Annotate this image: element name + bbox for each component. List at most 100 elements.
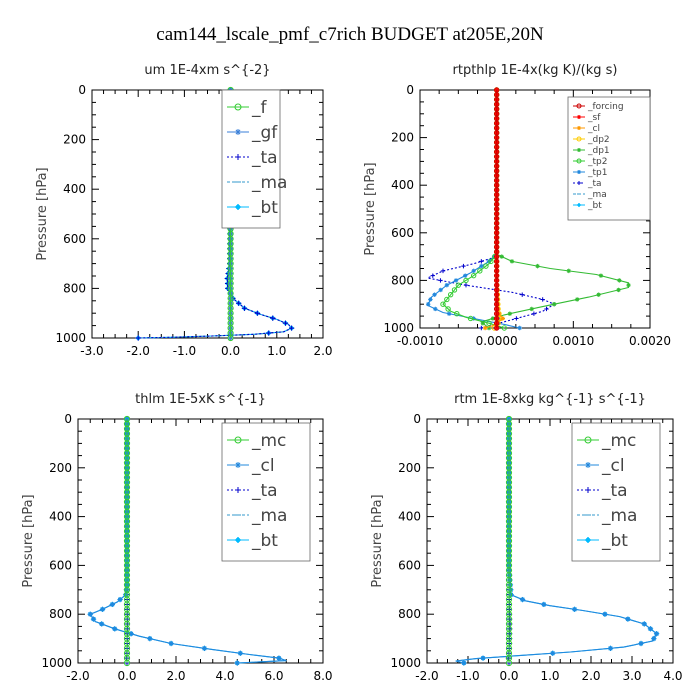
series-point	[483, 263, 489, 269]
series-point	[598, 273, 604, 278]
series-point	[544, 306, 549, 312]
series-point	[254, 310, 260, 316]
series-point	[123, 659, 131, 667]
series-point	[482, 325, 488, 331]
legend-label: _mc	[251, 431, 286, 451]
y-tick-label: 0	[413, 412, 421, 426]
x-tick-label: -2.0	[126, 344, 149, 358]
series-point	[471, 268, 476, 274]
y-tick-label: 600	[49, 558, 72, 572]
x-tick-label: 1.0	[267, 344, 286, 358]
series-point	[463, 277, 469, 284]
legend-label: _cl	[601, 456, 625, 476]
series-point	[507, 577, 513, 583]
series-point	[607, 645, 614, 651]
series-point	[514, 316, 519, 321]
series-point	[112, 626, 118, 632]
series-point	[438, 278, 443, 283]
x-tick-label: -1.0	[173, 344, 196, 358]
series-point	[477, 268, 483, 274]
legend-label: _forcing	[587, 102, 624, 112]
y-axis-label: Pressure [hPa]	[21, 494, 36, 587]
legend-box	[221, 89, 281, 229]
series-point	[440, 268, 446, 274]
legend-label: _dp1	[587, 146, 610, 156]
series-point	[87, 611, 93, 617]
y-tick-label: 400	[63, 182, 86, 196]
legend-marker	[585, 487, 591, 493]
series-point	[501, 325, 508, 331]
series-point	[463, 282, 469, 288]
y-axis-label: Pressure [hPa]	[370, 494, 385, 587]
series-point	[500, 316, 505, 321]
chart-title: rtm 1E-8xkg kg^{-1} s^{-1}	[454, 392, 646, 407]
series-point	[479, 325, 484, 331]
series-point	[288, 325, 295, 331]
legend-label: _dp2	[587, 135, 610, 145]
series-point	[616, 287, 621, 293]
legend-marker	[577, 126, 581, 130]
series-point	[540, 297, 545, 302]
legend-marker	[234, 436, 242, 444]
series-point	[651, 636, 657, 642]
series-point	[444, 282, 450, 288]
series-point	[520, 292, 525, 297]
chart-rtpthlp: rtpthlp 1E-4x(kg K)/(kg s) -0.0010 0.0000 0…	[363, 63, 671, 348]
series-point	[551, 302, 557, 307]
x-tick-label: 4.0	[215, 669, 234, 683]
series-point	[227, 334, 234, 342]
x-tick-label: 2.0	[166, 669, 185, 683]
series-mc	[123, 415, 131, 667]
chart-thlm: thlm 1E-5xK s^{-1} -2.0 0.0 2.0 4.0 6.0 8.0 0 20…	[21, 392, 333, 683]
series-point	[123, 587, 129, 593]
chart-title: rtpthlp 1E-4x(kg K)/(kg s)	[453, 63, 618, 78]
series-point	[508, 592, 514, 598]
series-point	[507, 582, 513, 588]
series-point	[236, 300, 242, 306]
series-point	[451, 287, 458, 293]
x-tick-label: 3.0	[622, 669, 641, 683]
legend-label: _tp2	[587, 157, 607, 167]
series-point	[440, 301, 446, 307]
series-point	[276, 655, 282, 661]
figure-title: cam144_lscale_pmf_c7rich BUDGET at205E,2…	[156, 24, 544, 45]
series-point	[641, 621, 647, 627]
series-point	[234, 660, 240, 666]
x-tick-label: -2.0	[415, 669, 438, 683]
y-tick-label: 1000	[41, 656, 72, 670]
x-tick-label: 2.0	[581, 669, 600, 683]
series-point	[433, 306, 438, 312]
legend-marker	[576, 158, 582, 164]
legend-label: _sf	[587, 113, 601, 123]
series-point	[535, 263, 540, 269]
series-point	[453, 278, 459, 283]
series-forcing	[493, 87, 500, 331]
series-point	[654, 631, 660, 637]
series-point	[625, 616, 631, 622]
series-line	[442, 90, 505, 329]
legend-label: _ta	[601, 481, 628, 501]
series-ta	[425, 87, 557, 331]
y-axis-label: Pressure [hPa]	[363, 162, 378, 255]
series-point	[507, 311, 513, 316]
series-line	[425, 90, 556, 329]
y-tick-label: 400	[398, 510, 421, 524]
legend-label: _bt	[251, 531, 278, 551]
series-point	[123, 592, 129, 598]
y-tick-label: 0	[406, 83, 414, 97]
series-point	[480, 321, 486, 326]
y-tick-label: 1000	[55, 331, 86, 345]
legend-label: _ma	[601, 506, 637, 526]
series-point	[531, 311, 537, 316]
y-tick-label: 400	[49, 510, 72, 524]
series-point	[266, 330, 272, 336]
series-point	[432, 292, 437, 297]
series-line	[426, 90, 520, 329]
series-point	[572, 606, 578, 612]
legend-label: _bt	[251, 198, 278, 218]
legend-marker	[235, 487, 241, 493]
legend-label: _gf	[251, 123, 278, 143]
series-point	[490, 316, 496, 321]
legend-label: _ta	[587, 179, 602, 189]
series-point	[147, 636, 153, 642]
